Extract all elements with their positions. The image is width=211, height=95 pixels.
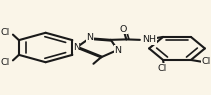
Text: NH: NH — [142, 35, 156, 44]
Text: N: N — [73, 43, 80, 52]
Text: Cl: Cl — [0, 28, 9, 37]
Text: N: N — [87, 33, 93, 42]
Text: Cl: Cl — [157, 64, 167, 73]
Text: N: N — [115, 46, 122, 55]
Text: Cl: Cl — [202, 57, 211, 66]
Text: Cl: Cl — [0, 58, 9, 67]
Text: O: O — [120, 25, 127, 34]
